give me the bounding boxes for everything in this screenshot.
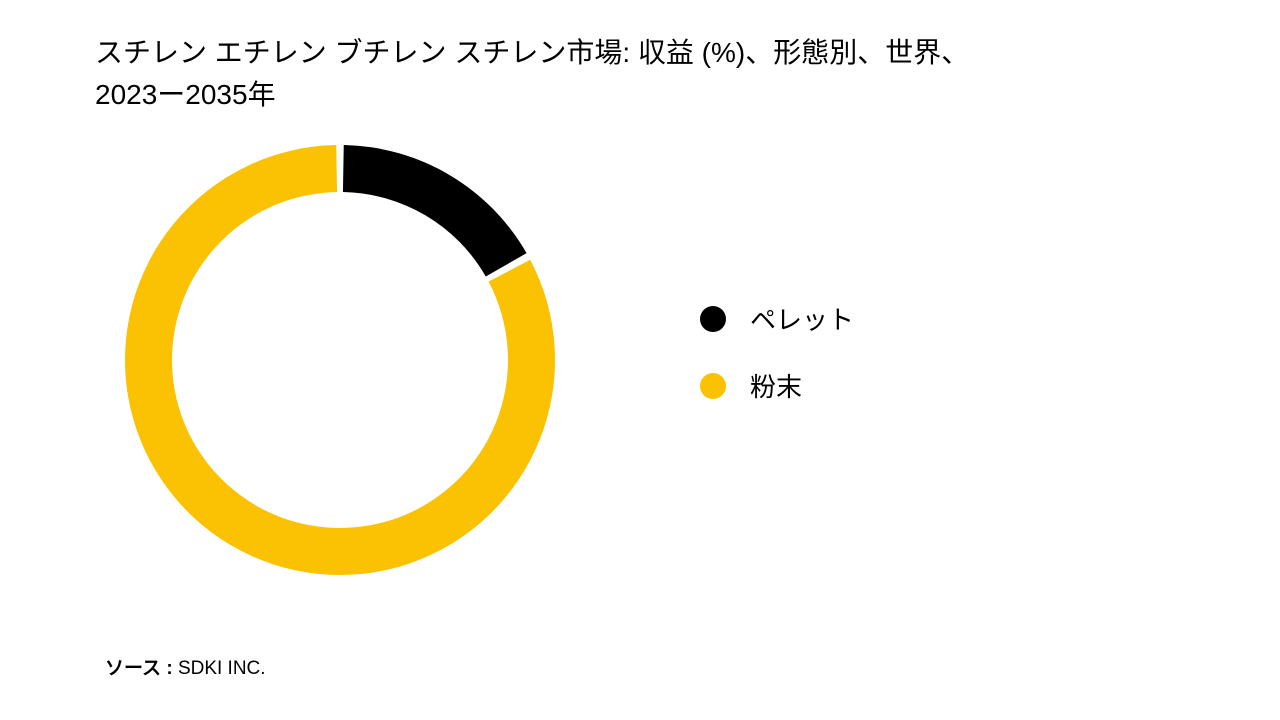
legend: ペレット 粉末	[700, 300, 854, 434]
legend-marker-icon	[700, 306, 726, 332]
donut-slice	[343, 145, 527, 276]
legend-item: 粉末	[700, 367, 854, 404]
legend-marker-icon	[700, 373, 726, 399]
source-value: SDKI INC.	[178, 658, 266, 679]
legend-item-label: 粉末	[750, 367, 802, 404]
source-label: ソース :	[105, 658, 178, 679]
source-attribution: ソース : SDKI INC.	[105, 653, 266, 680]
legend-item-label: ペレット	[750, 300, 854, 337]
legend-item: ペレット	[700, 300, 854, 337]
donut-chart	[110, 130, 570, 590]
chart-title: スチレン エチレン ブチレン スチレン市場: 収益 (%)、形態別、世界、202…	[95, 32, 995, 116]
